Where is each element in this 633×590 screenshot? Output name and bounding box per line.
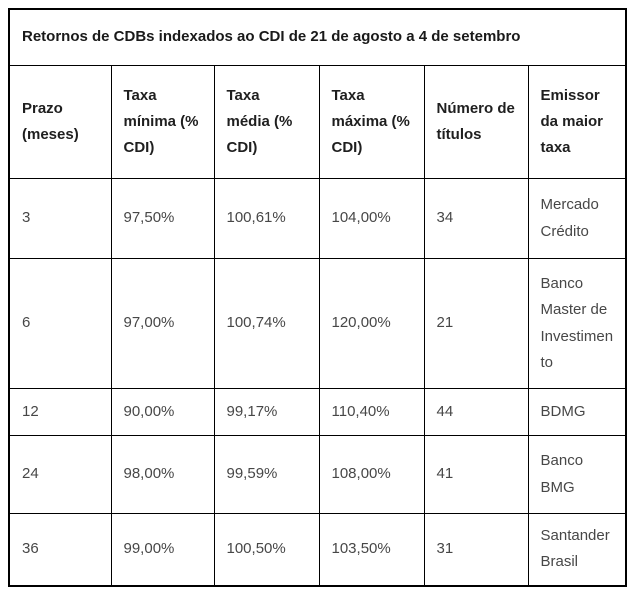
cell-prazo: 24 [8,435,112,514]
cell-taxa-maxima: 104,00% [318,178,425,259]
cell-numero-titulos: 31 [423,513,529,586]
cell-emissor: Banco Master de Investimento [527,258,627,389]
cell-taxa-maxima: 110,40% [318,388,425,436]
cell-taxa-maxima: 108,00% [318,435,425,514]
header-taxa-maxima: Taxa máxima (% CDI) [318,65,425,179]
header-taxa-minima: Taxa mínima (% CDI) [110,65,215,179]
cell-taxa-maxima: 120,00% [318,258,425,389]
cell-taxa-media: 100,74% [213,258,320,389]
header-emissor: Emissor da maior taxa [527,65,627,179]
header-taxa-media: Taxa média (% CDI) [213,65,320,179]
cdb-returns-table: Retornos de CDBs indexados ao CDI de 21 … [8,8,628,587]
cell-taxa-minima: 99,00% [110,513,215,586]
table-row: 24 98,00% 99,59% 108,00% 41 Banco BMG [8,435,627,514]
cell-taxa-minima: 97,00% [110,258,215,389]
table-header-row: Prazo (meses) Taxa mínima (% CDI) Taxa m… [8,65,627,179]
cell-taxa-maxima: 103,50% [318,513,425,586]
table-row: 12 90,00% 99,17% 110,40% 44 BDMG [8,388,627,436]
cell-taxa-minima: 90,00% [110,388,215,436]
cell-prazo: 12 [8,388,112,436]
header-numero-titulos: Número de títulos [423,65,529,179]
cell-emissor: Mercado Crédito [527,178,627,259]
table-title-row: Retornos de CDBs indexados ao CDI de 21 … [8,8,627,66]
cell-taxa-minima: 97,50% [110,178,215,259]
cell-emissor: Banco BMG [527,435,627,514]
cell-taxa-media: 100,50% [213,513,320,586]
cell-taxa-media: 100,61% [213,178,320,259]
cell-numero-titulos: 41 [423,435,529,514]
cell-prazo: 3 [8,178,112,259]
table-row: 36 99,00% 100,50% 103,50% 31 Santander B… [8,513,627,586]
table-row: 3 97,50% 100,61% 104,00% 34 Mercado Créd… [8,178,627,259]
cell-emissor: Santander Brasil [527,513,627,586]
cell-taxa-minima: 98,00% [110,435,215,514]
cell-numero-titulos: 44 [423,388,529,436]
cell-taxa-media: 99,59% [213,435,320,514]
cell-taxa-media: 99,17% [213,388,320,436]
table-title: Retornos de CDBs indexados ao CDI de 21 … [8,8,627,66]
cell-numero-titulos: 34 [423,178,529,259]
table-row: 6 97,00% 100,74% 120,00% 21 Banco Master… [8,258,627,389]
cell-emissor: BDMG [527,388,627,436]
cell-numero-titulos: 21 [423,258,529,389]
cell-prazo: 36 [8,513,112,586]
cell-prazo: 6 [8,258,112,389]
header-prazo: Prazo (meses) [8,65,112,179]
